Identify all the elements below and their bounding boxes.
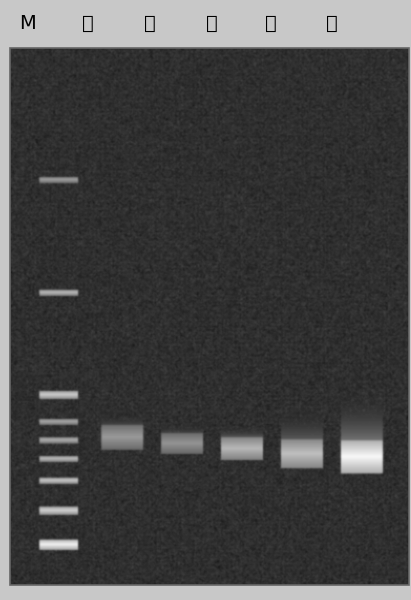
Text: 羊: 羊 <box>144 14 156 33</box>
Text: 鸡: 鸡 <box>265 14 276 33</box>
Text: 鸭: 鸭 <box>326 14 338 33</box>
Text: 牛: 牛 <box>83 14 94 33</box>
Text: M: M <box>20 14 36 33</box>
Bar <box>10 48 409 585</box>
Text: 猪: 猪 <box>206 14 217 33</box>
